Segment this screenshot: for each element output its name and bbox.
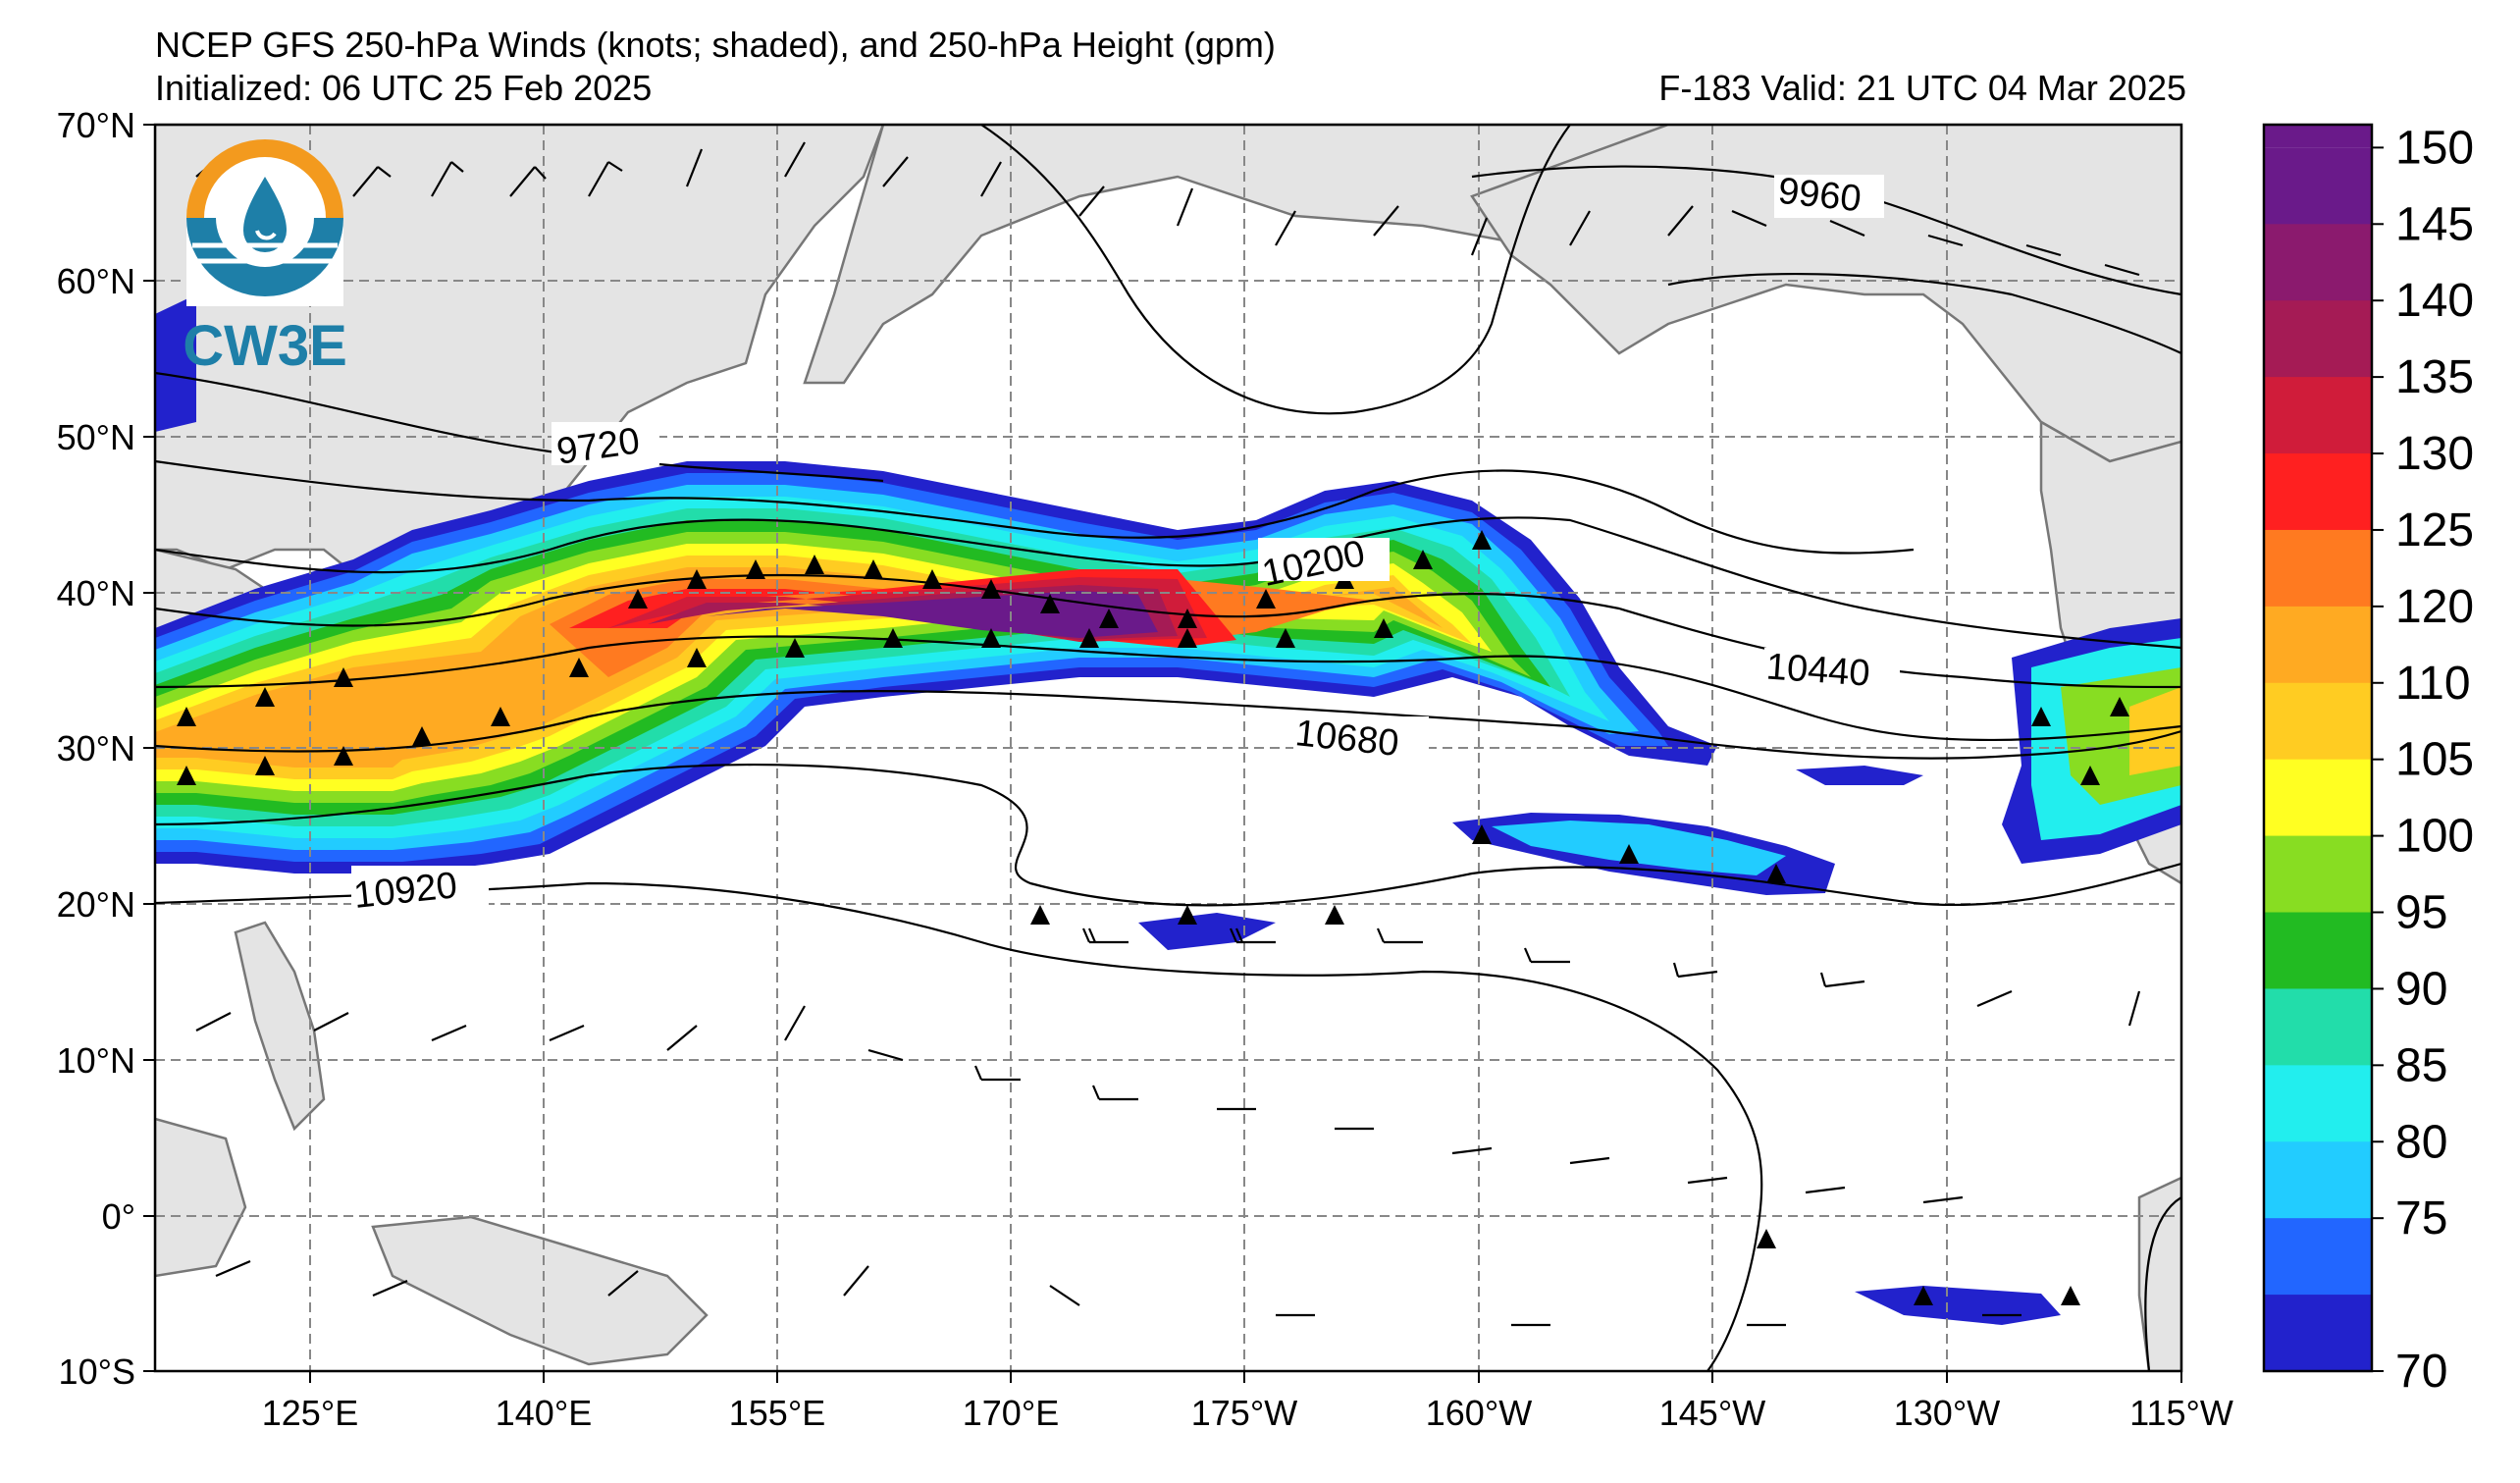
lat-label: 10°S [59,1351,135,1392]
colorbar-segment [2264,682,2372,761]
colorbar-label: 145 [2395,198,2474,250]
lon-label: 160°W [1426,1393,1532,1433]
contour-label-10440: 10440 [1765,646,1871,694]
colorbar-label: 140 [2395,275,2474,327]
lat-label: 20°N [57,884,135,925]
lat-label: 70°N [57,105,135,145]
initialized-time: Initialized: 06 UTC 25 Feb 2025 [155,68,653,108]
colorbar-segment [2264,453,2372,531]
colorbar-segment [2264,224,2372,301]
colorbar-segment [2264,529,2372,608]
colorbar-label: 90 [2395,963,2447,1015]
colorbar-segment [2264,835,2372,914]
lon-ticks [309,1371,2182,1383]
colorbar-segment [2264,1218,2372,1296]
colorbar-segment [2264,1065,2372,1142]
colorbar-frame [2262,123,2374,1373]
valid-time: F-183 Valid: 21 UTC 04 Mar 2025 [1658,68,2186,108]
cw3e-logo: CW3E [183,139,347,378]
map-title: NCEP GFS 250-hPa Winds (knots; shaded), … [155,25,1276,65]
colorbar-label: 75 [2395,1192,2447,1245]
longitude-labels: 125°E 140°E 155°E 170°E 175°W 160°W 145°… [262,1393,2233,1433]
colorbar-segment [2264,606,2372,684]
lat-label: 10°N [57,1040,135,1081]
logo-text: CW3E [183,314,347,378]
water-drop-icon [243,177,287,252]
lon-label: 170°E [963,1393,1059,1433]
lat-label: 30°N [57,728,135,768]
latitude-labels: 70°N 60°N 50°N 40°N 30°N 20°N 10°N 0° 10… [57,105,135,1392]
colorbar-segment [2264,147,2372,225]
colorbar-label: 110 [2395,658,2471,710]
colorbar-labels: 150 145 140 135 130 125 120 110 105 100 95 90 85 80 75… [2372,122,2474,1398]
colorbar-label: 125 [2395,504,2474,556]
colorbar-label: 95 [2395,887,2447,939]
graticule [155,125,2181,1371]
colorbar-label: 80 [2395,1116,2447,1168]
lat-label: 40°N [57,573,135,613]
colorbar-segment [2264,1141,2372,1219]
colorbar-segment [2264,125,2372,148]
colorbar-segment [2264,300,2372,378]
colorbar-label: 85 [2395,1039,2447,1091]
colorbar-segment [2264,1295,2372,1372]
lat-ticks [143,124,155,1372]
colorbar-label: 150 [2395,122,2474,174]
colorbar-label: 120 [2395,581,2474,633]
colorbar-segment [2264,759,2372,837]
colorbar-segment [2264,988,2372,1066]
lon-label: 155°E [729,1393,825,1433]
colorbar-label: 100 [2395,811,2474,863]
contour-label-9960: 9960 [1776,171,1863,221]
colorbar-label: 105 [2395,734,2474,786]
lat-label: 50°N [57,417,135,457]
lon-label: 115°W [2129,1393,2233,1433]
wind-barbs [195,141,2141,1327]
lat-label: 0° [102,1196,135,1237]
colorbar-label: 70 [2395,1346,2447,1398]
lon-label: 145°W [1659,1393,1765,1433]
colorbar [2264,125,2372,1372]
lat-label: 60°N [57,261,135,301]
colorbar-label: 130 [2395,428,2474,480]
lon-label: 175°W [1191,1393,1297,1433]
contour-labels: 9720 9960 10200 10440 10680 10920 [351,171,1900,917]
colorbar-label: 135 [2395,351,2474,403]
lon-label: 140°E [496,1393,592,1433]
colorbar-segment [2264,377,2372,454]
lon-label: 130°W [1894,1393,2000,1433]
colorbar-segment [2264,912,2372,989]
lon-label: 125°E [262,1393,358,1433]
